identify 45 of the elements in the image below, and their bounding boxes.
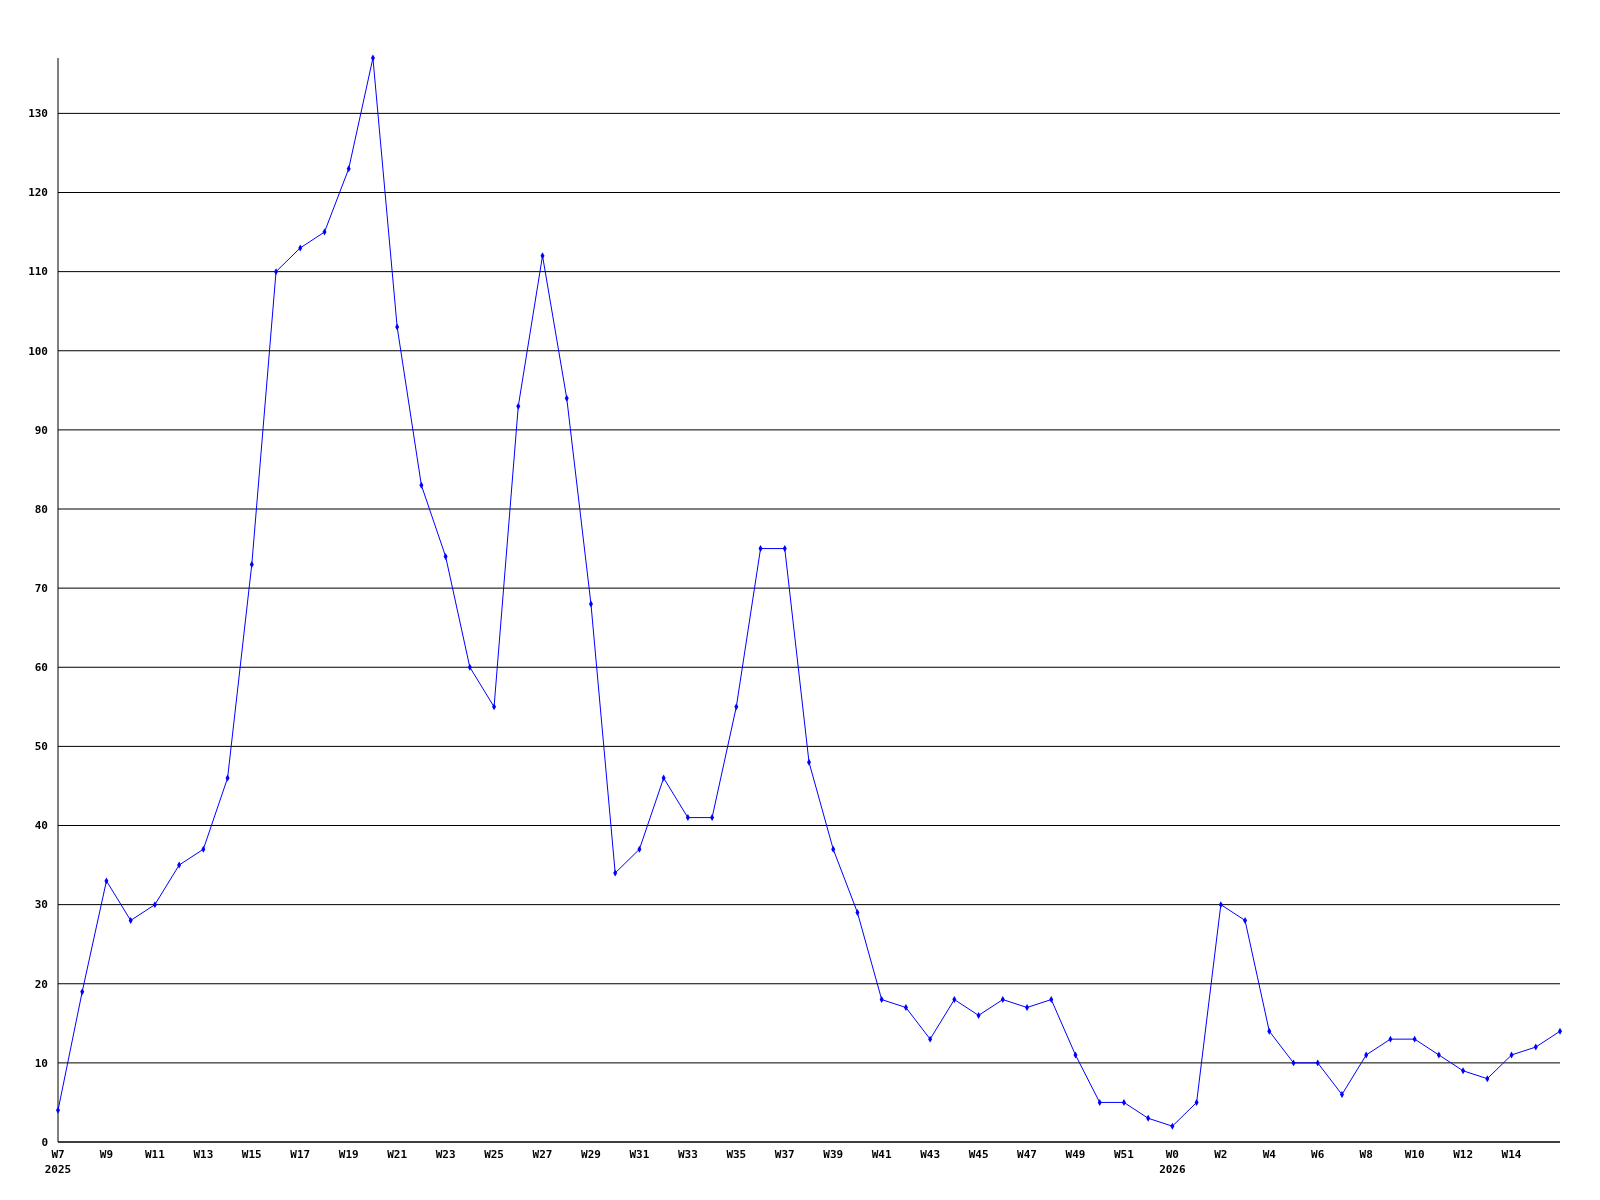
x-tick-label: W15 [241,1148,262,1161]
x-tick-label: W17 [290,1148,311,1161]
y-tick-label: 40 [34,819,48,833]
y-tick-label: 50 [34,740,48,754]
x-tick-label: W7 2025 [44,1148,72,1176]
y-tick-label: 120 [28,186,48,200]
x-tick-label: W47 [1017,1148,1037,1161]
x-tick-label: W35 [726,1148,747,1161]
x-tick-label: W29 [581,1148,601,1161]
y-tick-label: 10 [34,1056,48,1070]
x-tick-label: W39 [823,1148,844,1161]
x-tick-label: W37 [774,1148,795,1161]
x-tick-label: W51 [1114,1148,1135,1161]
y-tick-label: 30 [34,898,48,912]
x-tick-label: W9 [99,1148,114,1161]
y-tick-label: 90 [34,423,48,437]
x-tick-label: W33 [677,1148,698,1161]
x-tick-label: W6 [1311,1148,1325,1161]
x-tick-label: W13 [193,1148,214,1161]
y-tick-label: 130 [28,107,48,121]
y-tick-label: 60 [34,661,48,675]
y-tick-label: 20 [34,977,48,991]
x-tick-label: W41 [871,1148,892,1161]
x-tick-label: W14 [1501,1148,1522,1161]
x-tick-label: W27 [532,1148,553,1161]
x-tick-label: W10 [1404,1148,1425,1161]
y-tick-label: 0 [41,1135,48,1149]
x-tick-label: W11 [144,1148,166,1161]
y-tick-label: 70 [34,581,48,595]
x-tick-label: W4 [1262,1148,1277,1161]
y-tick-label: 110 [28,265,48,279]
x-tick-label: W2 [1214,1148,1228,1161]
x-tick-label: W21 [387,1148,408,1161]
x-tick-label: W0 2026 [1159,1148,1186,1176]
x-tick-label: W23 [435,1148,456,1161]
x-tick-label: W49 [1065,1148,1086,1161]
x-tick-label: W45 [968,1148,989,1161]
x-tick-label: W19 [338,1148,359,1161]
x-tick-label: W43 [920,1148,941,1161]
x-tick-label: W31 [629,1148,650,1161]
x-tick-label: W8 [1359,1148,1373,1161]
y-tick-label: 100 [28,344,48,358]
x-tick-label: W25 [484,1148,504,1161]
x-tick-label: W12 [1453,1148,1474,1161]
y-tick-label: 80 [34,502,48,516]
